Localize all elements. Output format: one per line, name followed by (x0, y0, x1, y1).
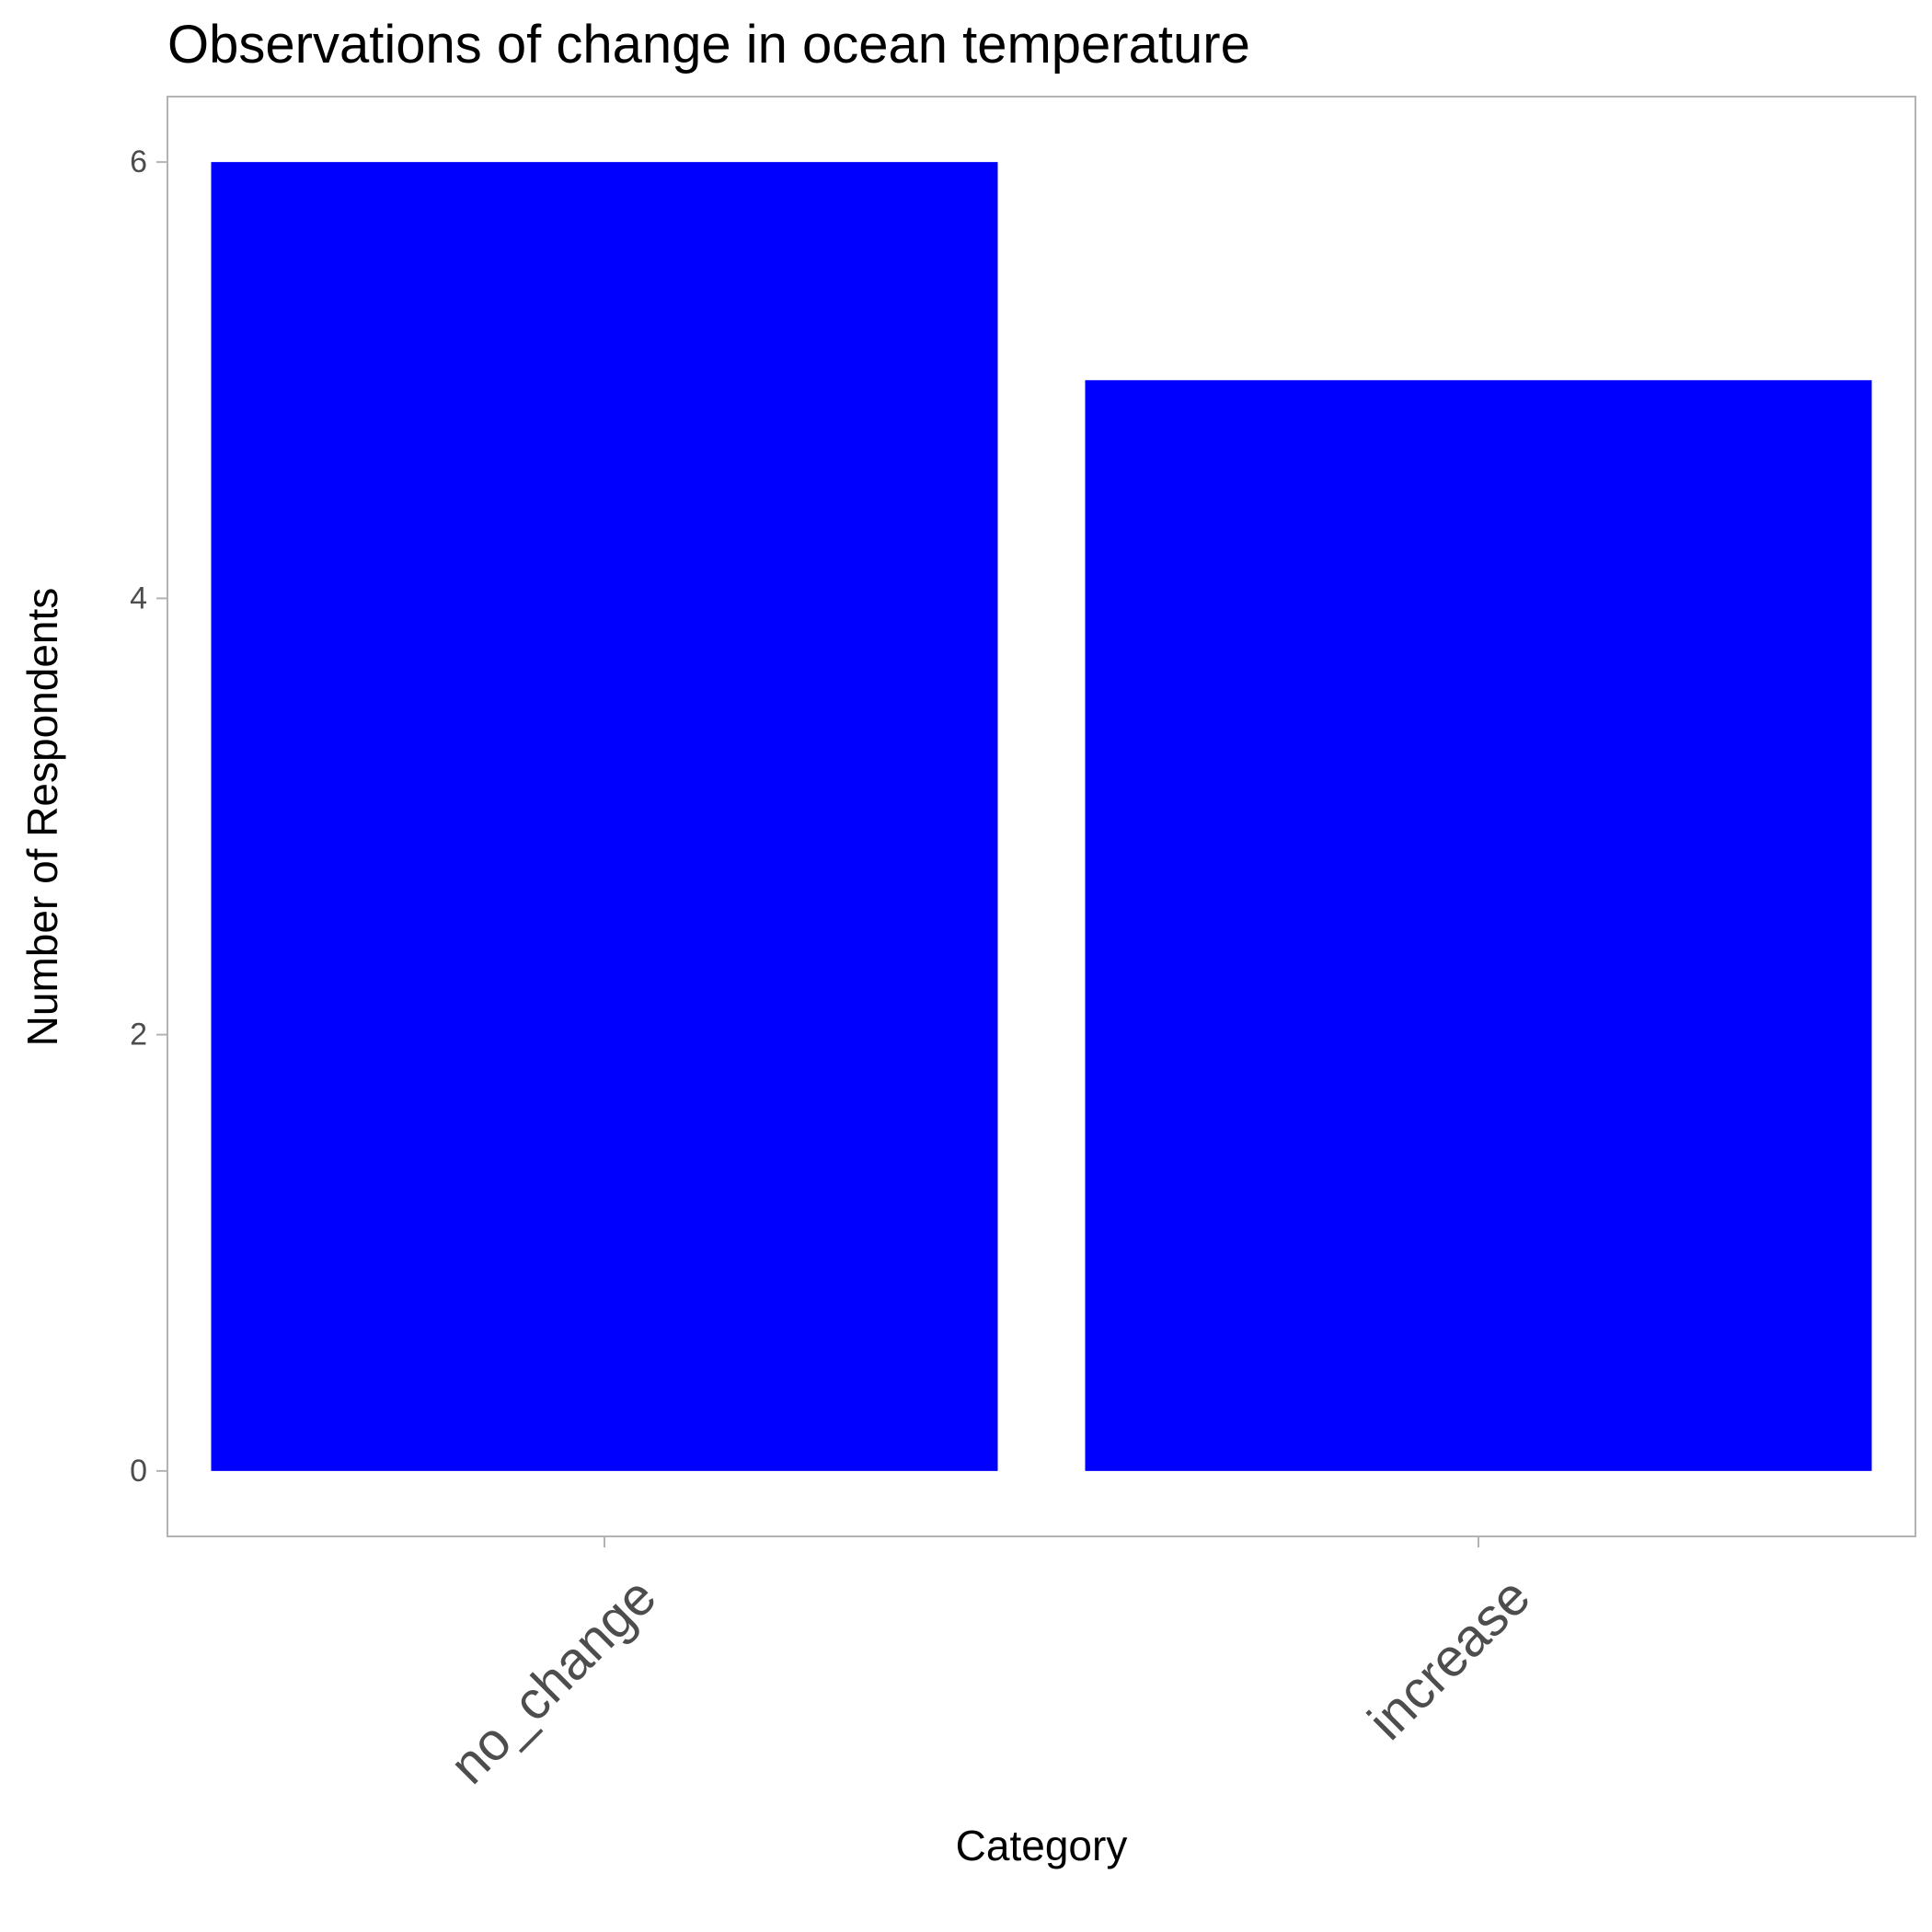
y-tick-label: 6 (130, 144, 147, 179)
x-tick-label: increase (1357, 1567, 1542, 1752)
y-tick-label: 2 (130, 1018, 147, 1052)
x-tick-label: no_change (439, 1567, 668, 1796)
y-tick-label: 4 (130, 581, 147, 615)
bar-no-change (211, 162, 998, 1471)
x-axis: no_change increase (439, 1536, 1542, 1796)
chart-title: Observations of change in ocean temperat… (167, 15, 1250, 75)
bar-increase (1085, 380, 1872, 1471)
y-tick-label: 0 (130, 1454, 147, 1489)
plot-panel (167, 96, 1916, 1537)
x-axis-title: Category (956, 1822, 1128, 1869)
bars-layer (211, 162, 1872, 1471)
y-axis-title: Number of Respondents (18, 588, 66, 1047)
y-axis: 0 2 4 6 (130, 144, 167, 1489)
